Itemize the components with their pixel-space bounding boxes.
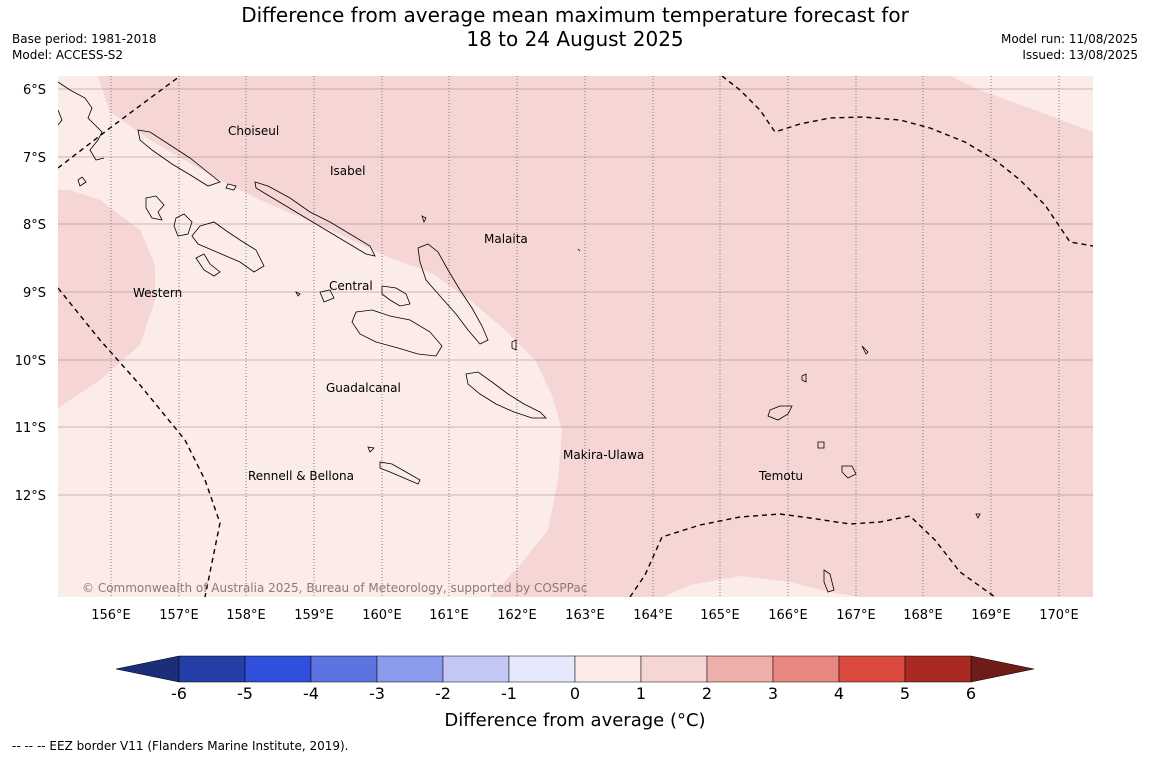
colorbar-tick-label: -6 — [171, 684, 187, 703]
colorbar-tick-label: -2 — [435, 684, 451, 703]
anomaly-region-0-to-1 — [58, 76, 562, 597]
title-line-1: Difference from average mean maximum tem… — [241, 3, 909, 27]
latitude-labels: 6°S 7°S 8°S 9°S 10°S 11°S 12°S — [15, 83, 46, 504]
region-label: Choiseul — [228, 124, 279, 138]
lon-label: 159°E — [294, 608, 334, 623]
colorbar-tick-label: 4 — [834, 684, 844, 703]
lon-label: 162°E — [497, 608, 537, 623]
lon-label: 168°E — [903, 608, 943, 623]
region-label: Western — [133, 286, 182, 300]
colorbar-segment — [442, 655, 510, 683]
lat-label: 12°S — [15, 489, 46, 504]
base-period: Base period: 1981-2018 — [12, 32, 157, 46]
region-label: Temotu — [758, 469, 803, 483]
model-run: Model run: 11/08/2025 — [1000, 32, 1138, 46]
issued-date: Issued: 13/08/2025 — [1022, 48, 1138, 62]
coastlines — [58, 81, 981, 593]
colorbar: -6 -5 -4 -3 -2 -1 0 1 2 3 4 5 6 — [115, 655, 1035, 703]
region-label: Isabel — [330, 164, 365, 178]
colorbar-tick-label: -3 — [369, 684, 385, 703]
lat-label: 7°S — [23, 151, 46, 166]
lon-label: 160°E — [362, 608, 402, 623]
lon-label: 164°E — [633, 608, 673, 623]
parallel-gridlines — [58, 88, 1093, 496]
colorbar-tick-label: 1 — [636, 684, 646, 703]
eez-legend-note: -- -- -- EEZ border V11 (Flanders Marine… — [12, 739, 349, 753]
colorbar-segment — [706, 655, 774, 683]
lon-label: 161°E — [429, 608, 469, 623]
colorbar-under-arrow — [115, 655, 180, 683]
lon-label: 169°E — [971, 608, 1011, 623]
colorbar-tick-label: 2 — [702, 684, 712, 703]
colorbar-segment — [244, 655, 312, 683]
region-label: Malaita — [484, 232, 528, 246]
region-label: Guadalcanal — [326, 381, 401, 395]
lon-label: 157°E — [159, 608, 199, 623]
colorbar-tick-label: 3 — [768, 684, 778, 703]
lon-label: 158°E — [226, 608, 266, 623]
colorbar-tick-label: -4 — [303, 684, 319, 703]
lat-label: 6°S — [23, 83, 46, 98]
lon-label: 167°E — [836, 608, 876, 623]
colorbar-segment — [310, 655, 378, 683]
colorbar-segment — [574, 655, 642, 683]
anomaly-region-south-0-to-1 — [662, 576, 860, 597]
region-label: Rennell & Bellona — [248, 469, 354, 483]
map-title: Difference from average mean maximum tem… — [0, 3, 1150, 51]
lat-label: 11°S — [15, 421, 46, 436]
eez-border — [58, 76, 1093, 597]
colorbar-segment — [508, 655, 576, 683]
lon-label: 156°E — [91, 608, 131, 623]
colorbar-tick-label: 6 — [966, 684, 976, 703]
copyright-text: © Commonwealth of Australia 2025, Bureau… — [82, 581, 587, 595]
region-label: Central — [329, 279, 373, 293]
metadata-left: Base period: 1981-2018 Model: ACCESS-S2 — [12, 31, 157, 63]
colorbar-tick-label: 0 — [570, 684, 580, 703]
map-plot-area: Choiseul Isabel Malaita Western Central … — [58, 76, 1093, 597]
colorbar-segment — [178, 655, 246, 683]
colorbar-segment — [640, 655, 708, 683]
lat-label: 8°S — [23, 218, 46, 233]
region-labels: Choiseul Isabel Malaita Western Central … — [133, 124, 803, 483]
colorbar-over-arrow — [970, 655, 1035, 683]
colorbar-segment — [772, 655, 840, 683]
model-name: Model: ACCESS-S2 — [12, 48, 124, 62]
anomaly-region-west-1-to-2 — [58, 190, 155, 408]
lat-label: 10°S — [15, 354, 46, 369]
anomaly-region-ne-0-to-1 — [950, 76, 1093, 132]
lon-label: 163°E — [565, 608, 605, 623]
colorbar-segment — [904, 655, 972, 683]
colorbar-label: Difference from average (°C) — [444, 710, 706, 731]
colorbar-segment — [838, 655, 906, 683]
metadata-right: Model run: 11/08/2025 Issued: 13/08/2025 — [1001, 31, 1138, 63]
colorbar-tick-label: -5 — [237, 684, 253, 703]
colorbar-tick-label: 5 — [900, 684, 910, 703]
longitude-labels: 156°E 157°E 158°E 159°E 160°E 161°E 162°… — [91, 608, 1079, 623]
region-label: Makira-Ulawa — [563, 448, 644, 462]
colorbar-tick-label: -1 — [501, 684, 517, 703]
lat-label: 9°S — [23, 286, 46, 301]
lon-label: 170°E — [1039, 608, 1079, 623]
lon-label: 166°E — [768, 608, 808, 623]
title-line-2: 18 to 24 August 2025 — [466, 27, 684, 51]
lon-label: 165°E — [700, 608, 740, 623]
colorbar-segment — [376, 655, 444, 683]
